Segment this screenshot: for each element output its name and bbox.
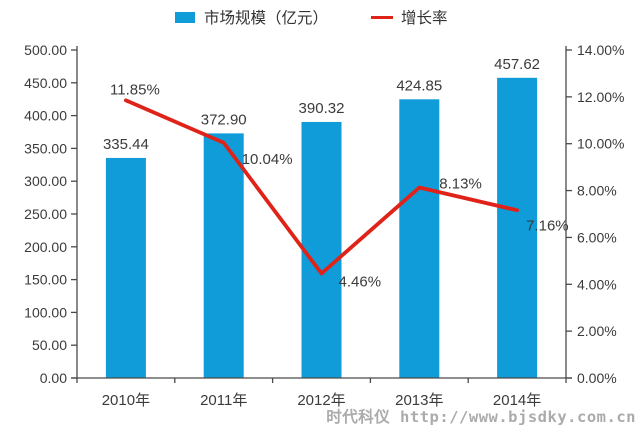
- x-axis-label-2010年: 2010年: [102, 392, 150, 409]
- legend-item-growth-rate: 增长率: [371, 6, 448, 28]
- y-axis-right-label: 10.00%: [577, 136, 624, 152]
- y-axis-left-label: 300.00: [24, 173, 67, 189]
- legend-bar-label: 市场规模（亿元）: [204, 10, 329, 27]
- growth-rate-line: [124, 98, 519, 276]
- y-axis-right-label: 0.00%: [577, 370, 617, 386]
- legend-item-market-size: 市场规模（亿元）: [175, 6, 328, 28]
- watermark: 时代科仪 http://www.bjsdky.com.cn: [326, 408, 636, 426]
- y-axis-left-label: 0.00: [40, 370, 67, 386]
- y-axis-left-label: 500.00: [24, 42, 67, 58]
- bar-2012年: [301, 121, 342, 379]
- x-axis-label-2013年: 2013年: [395, 392, 443, 409]
- legend-bar-swatch: [175, 11, 195, 23]
- line-value-label-2011年: 10.04%: [242, 151, 293, 168]
- bar-2014年: [497, 77, 538, 379]
- legend: 市场规模（亿元） 增长率: [0, 6, 639, 30]
- bar-2013年: [399, 99, 440, 378]
- y-axis-right-label: 2.00%: [577, 323, 617, 339]
- x-axis-label-2014年: 2014年: [493, 392, 541, 409]
- y-axis-left-label: 250.00: [24, 206, 67, 222]
- bar-value-label-2010年: 335.44: [103, 136, 149, 153]
- legend-line-label: 增长率: [401, 10, 448, 27]
- bar-2011年: [203, 133, 244, 378]
- y-axis-right-label: 12.00%: [577, 89, 624, 105]
- legend-line-swatch: [371, 15, 393, 19]
- line-value-label-2014年: 7.16%: [526, 217, 569, 234]
- line-value-label-2010年: 11.85%: [110, 81, 160, 98]
- y-axis-left-label: 400.00: [24, 108, 67, 124]
- y-axis-left-label: 100.00: [24, 304, 67, 320]
- bar-value-label-2011年: 372.90: [201, 111, 247, 128]
- y-axis-right-label: 6.00%: [577, 229, 617, 245]
- bar-value-label-2013年: 424.85: [396, 77, 442, 94]
- y-axis-left-label: 350.00: [24, 140, 67, 156]
- y-axis-left-label: 450.00: [24, 75, 67, 91]
- line-value-label-2013年: 8.13%: [439, 176, 482, 193]
- bar-value-label-2014年: 457.62: [494, 56, 540, 73]
- y-axis-left-label: 50.00: [32, 337, 67, 353]
- y-axis-right-label: 4.00%: [577, 276, 617, 292]
- line-value-label-2012年: 4.46%: [339, 274, 382, 291]
- y-axis-right-label: 8.00%: [577, 183, 617, 199]
- y-axis-right-label: 14.00%: [577, 42, 624, 58]
- y-axis-left-label: 200.00: [24, 239, 67, 255]
- bar-2010年: [105, 157, 146, 378]
- bar-value-label-2012年: 390.32: [299, 100, 345, 117]
- x-axis-label-2011年: 2011年: [200, 392, 247, 409]
- x-axis-label-2012年: 2012年: [297, 392, 345, 409]
- y-axis-left-label: 150.00: [24, 272, 67, 288]
